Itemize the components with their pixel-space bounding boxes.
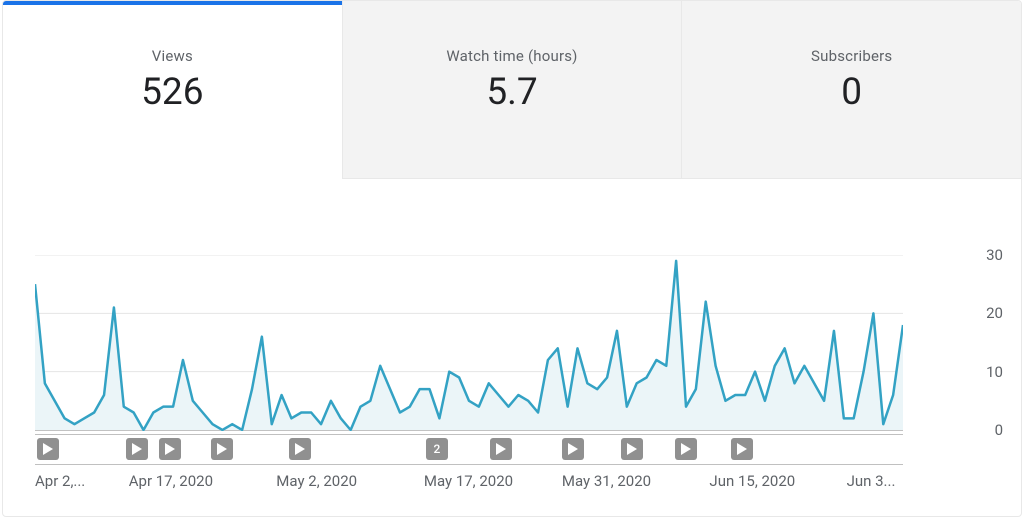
video-marker-play[interactable] — [37, 438, 59, 460]
play-icon — [217, 443, 227, 455]
video-marker-play[interactable] — [126, 438, 148, 460]
video-markers-strip: 2 — [35, 438, 903, 460]
x-axis-labels: Apr 2,... Apr 17, 2020 May 2, 2020 May 17, … — [35, 472, 903, 494]
tab-watchtime-label: Watch time (hours) — [446, 47, 577, 65]
play-icon — [43, 443, 53, 455]
tab-views[interactable]: Views 526 — [3, 1, 343, 179]
analytics-card: Views 526 Watch time (hours) 5.7 Subscri… — [2, 0, 1022, 517]
y-tick-label: 10 — [986, 363, 1003, 381]
play-icon — [737, 443, 747, 455]
video-marker-play[interactable] — [675, 438, 697, 460]
x-axis-label: May 17, 2020 — [424, 472, 513, 490]
x-axis-label: Apr 17, 2020 — [129, 472, 213, 490]
play-icon — [165, 443, 175, 455]
video-marker-play[interactable] — [621, 438, 643, 460]
video-marker-play[interactable] — [490, 438, 512, 460]
video-marker-play[interactable] — [211, 438, 233, 460]
line-chart — [35, 255, 903, 431]
video-marker-play[interactable] — [159, 438, 181, 460]
chart-area: 0 10 20 30 2 Apr 2,... Apr 17, 2020 May 2, 20… — [35, 179, 1009, 516]
x-axis-label: Jun 3... — [847, 472, 896, 490]
tab-subscribers-label: Subscribers — [811, 47, 892, 65]
play-icon — [295, 443, 305, 455]
play-icon — [627, 443, 637, 455]
play-icon — [496, 443, 506, 455]
video-marker-play[interactable] — [289, 438, 311, 460]
tab-subscribers-value: 0 — [841, 73, 862, 114]
marker-area-top-border — [35, 434, 903, 435]
tab-active-indicator — [3, 1, 342, 5]
marker-area-bottom-border — [35, 464, 903, 465]
play-icon — [568, 443, 578, 455]
video-marker-play[interactable] — [731, 438, 753, 460]
video-marker-play[interactable] — [562, 438, 584, 460]
metric-tabs: Views 526 Watch time (hours) 5.7 Subscri… — [3, 1, 1021, 179]
y-tick-label: 30 — [986, 246, 1003, 264]
tab-views-label: Views — [152, 47, 193, 65]
y-tick-label: 20 — [986, 304, 1003, 322]
tab-watchtime[interactable]: Watch time (hours) 5.7 — [343, 1, 683, 179]
play-icon — [132, 443, 142, 455]
x-axis-label: May 31, 2020 — [562, 472, 651, 490]
x-axis-label: Apr 2,... — [35, 472, 85, 490]
y-tick-label: 0 — [995, 421, 1003, 439]
tab-watchtime-value: 5.7 — [486, 73, 537, 114]
tab-subscribers[interactable]: Subscribers 0 — [682, 1, 1021, 179]
x-axis-label: Jun 15, 2020 — [709, 472, 795, 490]
video-marker-count[interactable]: 2 — [426, 438, 448, 460]
x-axis-label: May 2, 2020 — [276, 472, 357, 490]
tab-views-value: 526 — [141, 73, 203, 114]
play-icon — [681, 443, 691, 455]
